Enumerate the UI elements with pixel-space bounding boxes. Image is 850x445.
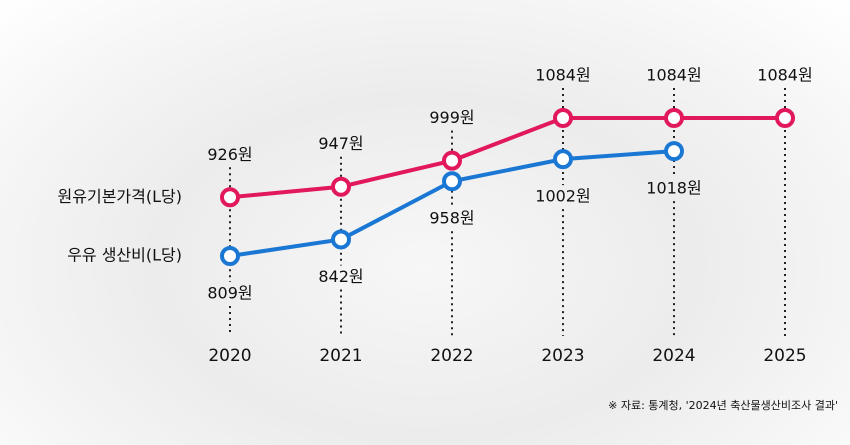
- x-tick-label: 2020: [208, 346, 251, 366]
- series-line: [229, 116, 785, 200]
- value-label: 1002원: [535, 187, 590, 206]
- point: [220, 187, 240, 208]
- point: [331, 176, 351, 197]
- value-label: 1084원: [646, 66, 701, 85]
- value-label: 926원: [207, 145, 252, 164]
- point: [442, 171, 462, 192]
- value-label: 1018원: [646, 179, 701, 198]
- x-tick-label: 2023: [541, 346, 584, 366]
- x-tick-label: 2024: [652, 346, 695, 366]
- point: [220, 246, 240, 266]
- value-label: 999원: [429, 108, 474, 127]
- point: [553, 108, 573, 128]
- point: [331, 229, 351, 250]
- point: [775, 108, 795, 128]
- x-tick-label: 2025: [763, 346, 806, 366]
- point: [553, 149, 573, 170]
- point: [664, 108, 684, 128]
- value-label: 958원: [429, 209, 474, 228]
- legend-label: 우유 생산비(L당): [67, 246, 182, 265]
- value-label: 1084원: [535, 66, 590, 85]
- legend-label: 원유기본가격(L당): [58, 187, 182, 206]
- value-label: 947원: [318, 134, 363, 153]
- x-tick-label: 2021: [319, 346, 362, 366]
- point: [442, 150, 462, 171]
- value-label: 809원: [207, 284, 252, 303]
- value-label: 842원: [318, 267, 363, 286]
- x-tick-label: 2022: [430, 346, 473, 366]
- value-label: 1084원: [757, 66, 812, 85]
- source-note: ※ 자료: 통계청, '2024년 축산물생산비조사 결과': [608, 399, 838, 412]
- point: [664, 141, 684, 162]
